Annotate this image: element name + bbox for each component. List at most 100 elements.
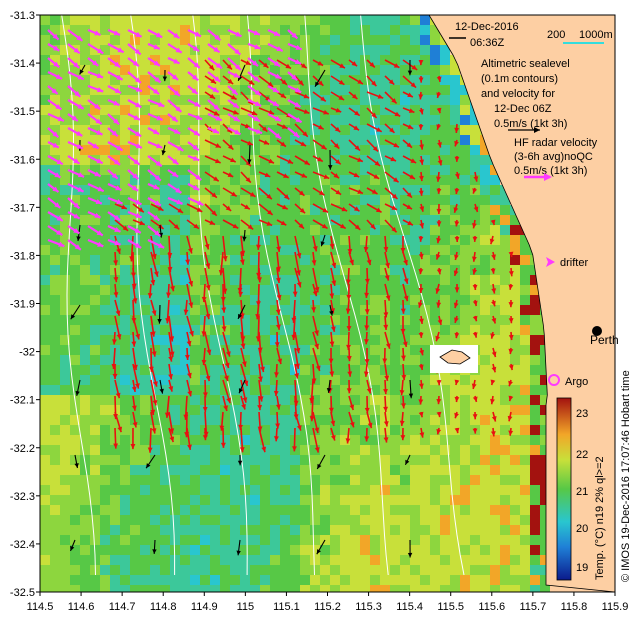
sst-cell (50, 165, 60, 175)
sst-cell (70, 175, 80, 185)
hf-arrow-head (232, 102, 239, 108)
sst-cell (390, 425, 400, 435)
sst-cell (510, 215, 520, 225)
sst-cell (70, 35, 80, 45)
sst-cell (130, 25, 140, 35)
sst-cell (80, 255, 90, 265)
radar-arrow-head (491, 351, 497, 358)
sst-cell (490, 485, 500, 495)
sst-cell (320, 15, 330, 25)
sst-cell (360, 105, 370, 115)
sst-cell (180, 385, 190, 395)
sst-cell (180, 485, 190, 495)
sst-cell (540, 565, 550, 575)
sst-cell (530, 455, 540, 465)
sst-cell (410, 575, 420, 585)
sealevel-contour (61, 15, 96, 576)
sst-cell (450, 75, 460, 85)
hf-arrow-head (76, 130, 83, 136)
sst-cell (220, 205, 230, 215)
alt-arrow-head (328, 165, 333, 170)
sst-cell (510, 225, 520, 235)
sst-cell (80, 165, 90, 175)
sst-cell (460, 315, 470, 325)
sst-cell (80, 275, 90, 285)
alt-line-5: 0.5m/s (1kt 3h) (494, 118, 567, 130)
sst-cell (410, 585, 420, 592)
sst-cell (340, 25, 350, 35)
sst-cell (330, 375, 340, 385)
sst-cell (190, 75, 200, 85)
sst-cell (120, 135, 130, 145)
radar-arrow-head (454, 379, 460, 386)
radar-arrow-head (418, 124, 424, 130)
radar-arrow-head (314, 343, 319, 350)
sst-cell (260, 335, 270, 345)
sst-cell (390, 495, 400, 505)
sst-cell (260, 15, 270, 25)
alt-arrow-head (329, 310, 334, 316)
sst-cell (220, 505, 230, 515)
sst-cell (390, 575, 400, 585)
sst-cell (510, 435, 520, 445)
sst-cell (500, 325, 510, 335)
sst-cell (70, 145, 80, 155)
sst-cell (70, 55, 80, 65)
radar-arrow-head (436, 380, 442, 386)
radar-arrow-head (473, 176, 479, 182)
sst-cell (160, 45, 170, 55)
sst-cell (290, 15, 300, 25)
sst-cell (320, 405, 330, 415)
sst-cell (200, 505, 210, 515)
sst-cell (460, 465, 470, 475)
hf-arrow-head (94, 171, 101, 177)
sst-cell (230, 395, 240, 405)
hf-line-3: 0.5m/s (1kt 3h) (514, 165, 587, 177)
sst-cell (270, 335, 280, 345)
sst-cell (260, 425, 270, 435)
sst-cell (340, 455, 350, 465)
sst-cell (80, 55, 90, 65)
sst-cell (190, 535, 200, 545)
radar-arrow-head (399, 390, 405, 396)
sst-cell (140, 455, 150, 465)
sst-cell (160, 305, 170, 315)
sst-cell (530, 425, 540, 435)
sst-cell (340, 375, 350, 385)
alt-arrow-head (157, 318, 162, 324)
sst-cell (150, 35, 160, 45)
hf-arrow-head (135, 31, 142, 37)
radar-arrow-head (454, 140, 459, 147)
sst-cell (50, 465, 60, 475)
sst-cell (260, 275, 270, 285)
sst-cell (320, 375, 330, 385)
alt-line-3: and velocity for (481, 88, 555, 100)
sst-cell (340, 115, 350, 125)
sst-cell (270, 425, 280, 435)
sst-cell (260, 285, 270, 295)
sst-cell (220, 525, 230, 535)
radar-arrow-head (314, 330, 319, 336)
sst-cell (210, 285, 220, 295)
sst-cell (130, 305, 140, 315)
radar-arrow-head (255, 314, 261, 320)
sst-cell (300, 315, 310, 325)
sst-cell (130, 85, 140, 95)
sst-cell (160, 25, 170, 35)
radar-arrow-head (296, 252, 302, 259)
radar-arrow-head (371, 112, 377, 118)
sst-cell (40, 175, 50, 185)
sst-cell (380, 155, 390, 165)
radar-arrow-head (169, 436, 175, 443)
sst-cell (430, 535, 440, 545)
sst-cell (190, 555, 200, 565)
sst-cell (360, 355, 370, 365)
sst-cell (460, 135, 470, 145)
sst-cell (330, 35, 340, 45)
hf-arrow-head (135, 199, 142, 205)
sst-cell (300, 55, 310, 65)
sst-cell (190, 445, 200, 455)
sst-cell (140, 165, 150, 175)
sst-cell (70, 75, 80, 85)
sst-cell (500, 315, 510, 325)
